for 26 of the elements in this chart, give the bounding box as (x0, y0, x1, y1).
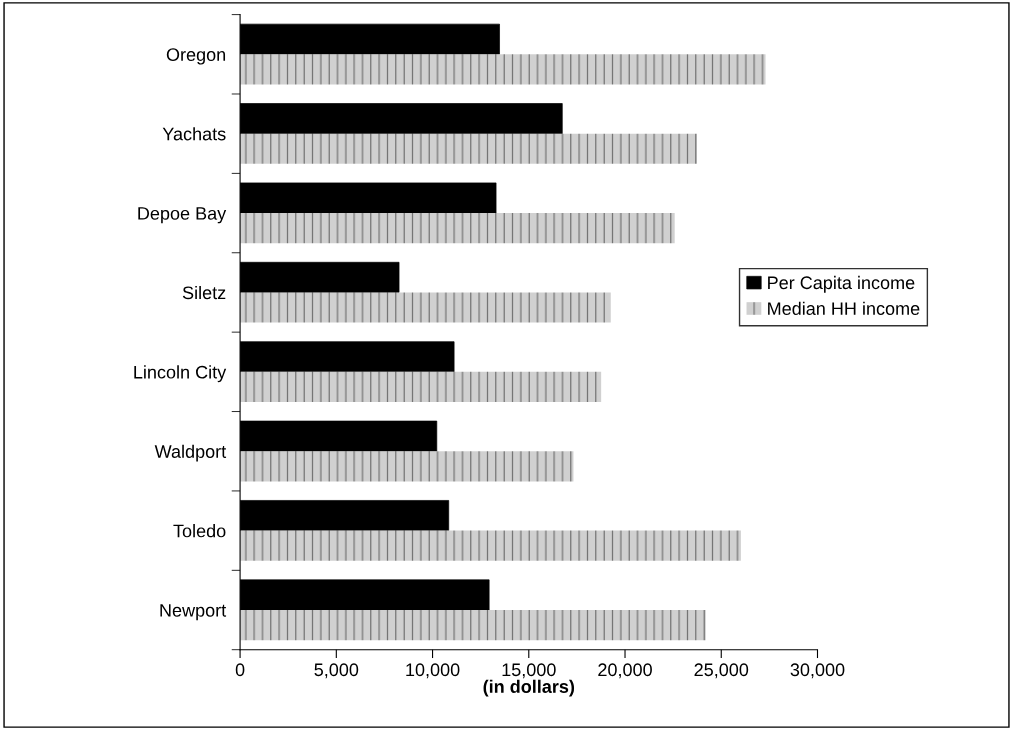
y-tick-label: Newport (160, 604, 227, 621)
y-tick-label: Waldport (154, 444, 227, 462)
x-tick-label: 0 (235, 663, 245, 677)
x-axis-title: (in dollars) (483, 679, 575, 697)
x-tick-label: 5,000 (314, 663, 359, 679)
legend-label: Median HH income (768, 301, 920, 315)
bar (240, 133, 697, 164)
x-tick-label: 10,000 (406, 663, 460, 679)
y-tick-label: Yachats (162, 127, 226, 141)
legend-label: Per Capita income (768, 275, 915, 293)
y-tick-label: Oregon (166, 48, 226, 65)
x-tick-label: 15,000 (502, 663, 556, 679)
y-tick-label: Siletz (182, 285, 226, 300)
bar (240, 292, 611, 323)
x-tick-label: 25,000 (694, 663, 749, 679)
bar (240, 610, 706, 641)
x-tick-label: 20,000 (598, 663, 652, 679)
y-tick-label: Lincoln City (134, 365, 227, 383)
bar (240, 451, 574, 482)
y-tick-label: Toledo (173, 524, 226, 538)
bar (240, 371, 602, 403)
bar (240, 530, 741, 561)
bar (240, 213, 675, 244)
x-tick-label: 30,000 (790, 663, 845, 679)
y-tick-label: Depoe Bay (138, 207, 227, 224)
bar (240, 54, 766, 85)
